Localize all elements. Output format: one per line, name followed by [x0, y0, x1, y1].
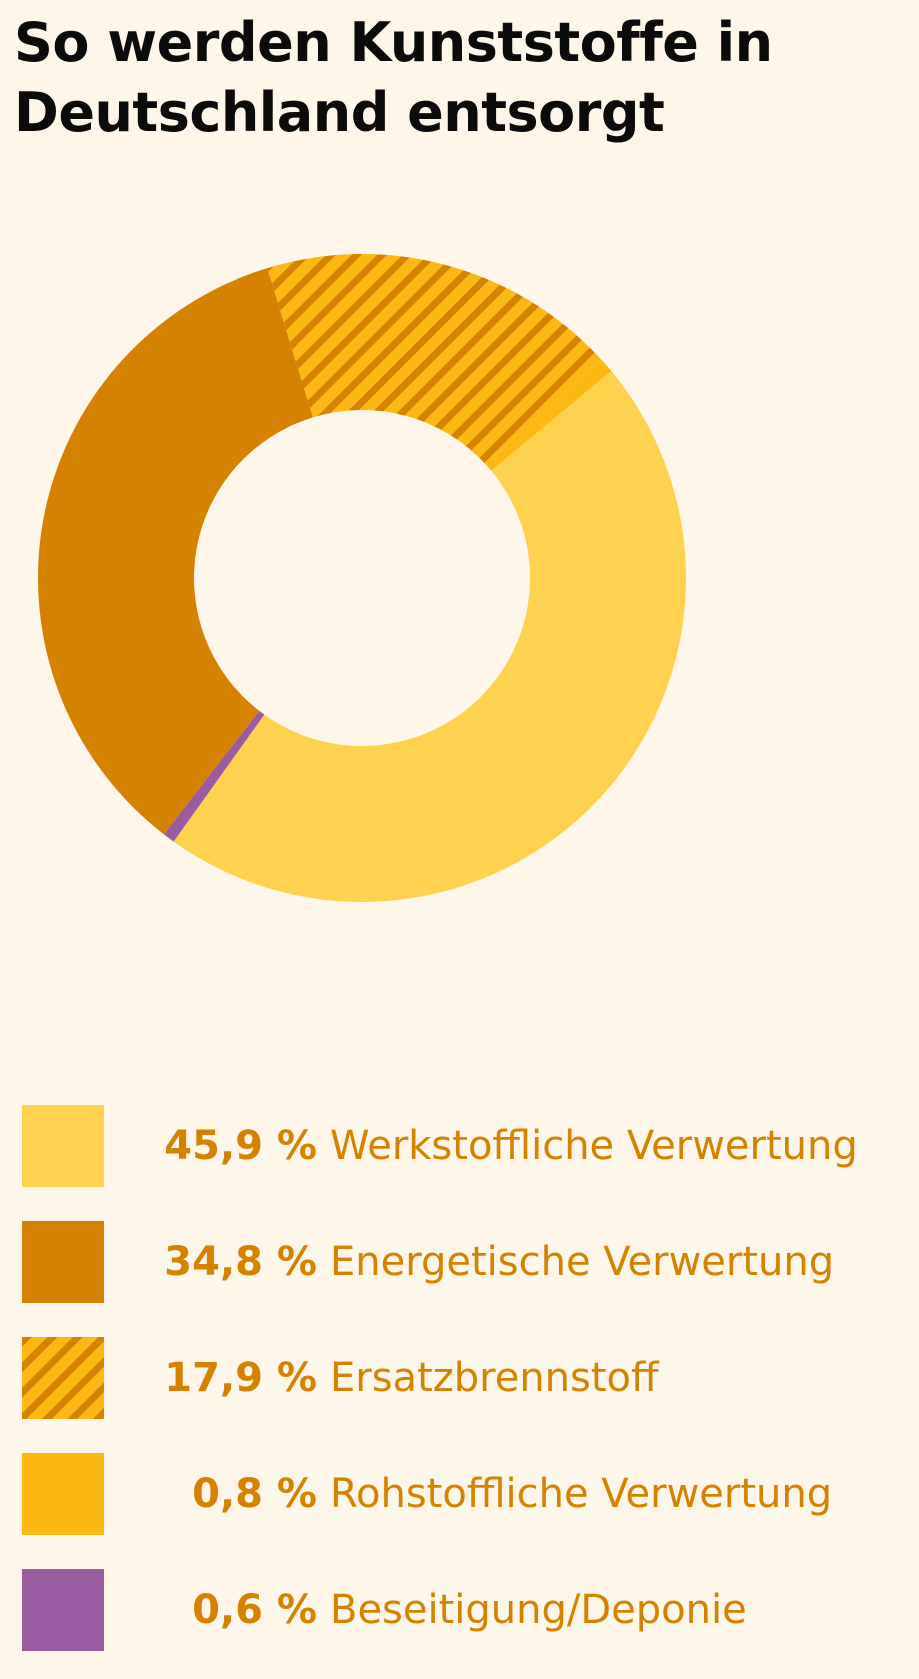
legend-label-rohstoffliche-verwertung: Rohstoffliche Verwertung [330, 1471, 833, 1517]
legend-label-werkstoffliche-verwertung: Werkstoffliche Verwertung [330, 1123, 858, 1169]
chart-title-line-2: Deutschland entsorgt [14, 81, 665, 144]
legend-swatch-ersatzbrennstoff [22, 1337, 104, 1419]
legend-swatch-beseitigung-deponie [22, 1569, 104, 1651]
chart-title: So werden Kunststoffe in Deutschland ent… [14, 8, 904, 148]
legend-swatch-werkstoffliche-verwertung [22, 1105, 104, 1187]
legend-swatch-energetische-verwertung [22, 1221, 104, 1303]
legend-item-rohstoffliche-verwertung: 0,8 % Rohstoffliche Verwertung [22, 1453, 902, 1535]
legend-value-beseitigung-deponie: 0,6 % [192, 1587, 317, 1633]
legend-item-ersatzbrennstoff: 17,9 % Ersatzbrennstoff [22, 1337, 902, 1419]
legend-value-energetische-verwertung: 34,8 % [164, 1239, 317, 1285]
legend-item-energetische-verwertung: 34,8 % Energetische Verwertung [22, 1221, 902, 1303]
donut-slice-rohstoffliche-verwertung [485, 358, 612, 471]
legend-label-energetische-verwertung: Energetische Verwertung [330, 1239, 835, 1285]
legend-item-beseitigung-deponie: 0,6 % Beseitigung/Deponie [22, 1569, 902, 1651]
legend-label-beseitigung-deponie: Beseitigung/Deponie [330, 1587, 747, 1633]
chart-title-line-1: So werden Kunststoffe in [14, 11, 773, 74]
donut-slice-werkstoffliche-verwertung [173, 371, 686, 902]
legend-swatch-rohstoffliche-verwertung [22, 1453, 104, 1535]
donut-slice-beseitigung-deponie [163, 710, 265, 842]
donut-chart [38, 254, 686, 902]
donut-slice-ersatzbrennstoff [267, 254, 601, 465]
legend-value-werkstoffliche-verwertung: 45,9 % [164, 1123, 317, 1169]
donut-slice-energetische-verwertung [38, 268, 313, 835]
legend-value-rohstoffliche-verwertung: 0,8 % [192, 1471, 317, 1517]
legend-value-ersatzbrennstoff: 17,9 % [164, 1355, 317, 1401]
legend-label-ersatzbrennstoff: Ersatzbrennstoff [330, 1355, 659, 1401]
legend-item-werkstoffliche-verwertung: 45,9 % Werkstoffliche Verwertung [22, 1105, 902, 1187]
